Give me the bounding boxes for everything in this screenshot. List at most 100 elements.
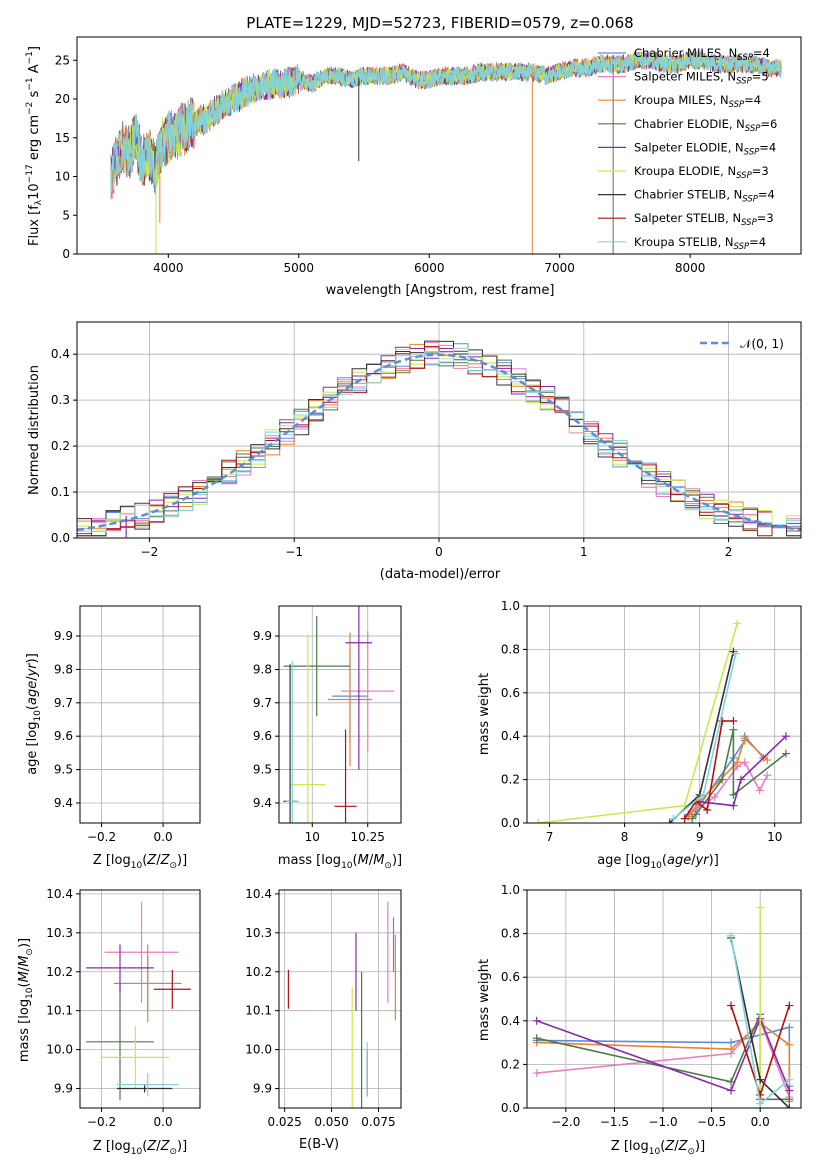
x-tick-label: 6000 — [414, 261, 445, 275]
spectrum-title: PLATE=1229, MJD=52723, FIBERID=0579, z=0… — [246, 14, 633, 32]
y-tick-label: 0.6 — [501, 970, 520, 984]
legend-rest: =4 — [758, 188, 775, 202]
x-tick-label: 10 — [305, 830, 320, 844]
y-tick-label: 20 — [55, 92, 70, 106]
x-tick-label: 7000 — [544, 261, 575, 275]
y-tick-label: 9.9 — [253, 1082, 272, 1096]
legend-label: Salpeter ELODIE, NSSP=4 — [634, 140, 776, 157]
x-tick-label: −1.5 — [600, 1115, 629, 1129]
y-tick-label: 10.2 — [46, 965, 73, 979]
normal-curve — [77, 353, 801, 532]
y-tick-label: 10.4 — [46, 887, 73, 901]
y-tick-label: 9.7 — [253, 696, 272, 710]
legend-sub: SSP — [729, 100, 745, 110]
x-tick-label: 4000 — [153, 261, 184, 275]
legend-sub: SSP — [742, 195, 758, 205]
clipped-marks — [110, 50, 782, 254]
weight-vs-age-plot-area: 7 8 9 10 0.0 0.2 0.4 0.6 0.8 1.0 — [501, 599, 802, 844]
y-tick-label: 0.4 — [501, 729, 520, 743]
weight-series-line — [536, 1019, 791, 1098]
legend-label: Kroupa ELODIE, NSSP=3 — [634, 164, 769, 181]
age-vs-mass-panel: 10 10.25 9.4 9.5 9.6 9.7 9.8 9.9 mass [log10(M/… — [253, 605, 402, 871]
spectrum-panel: PLATE=1229, MJD=52723, FIBERID=0579, z=0… — [25, 14, 802, 298]
legend-label: Chabrier ELODIE, NSSP=6 — [634, 117, 777, 134]
legend-sub: SSP — [745, 124, 761, 134]
y-tick-label: 10.1 — [245, 1004, 272, 1018]
y-tick-label: 0.2 — [501, 773, 520, 787]
age-vs-mass-plot-area: 10 10.25 9.4 9.5 9.6 9.7 9.8 9.9 — [253, 605, 402, 844]
legend-sub: SSP — [736, 171, 752, 181]
legend-rest: =5 — [752, 70, 769, 84]
x-tick-label: 8 — [621, 830, 629, 844]
mass-vs-z-xlabel: Z [log10(Z/Z⊙)] — [93, 1139, 187, 1157]
legend-rest: =4 — [744, 93, 761, 107]
y-tick-label: 1.0 — [501, 599, 520, 613]
x-tick-label: 0.0 — [751, 1115, 770, 1129]
age-vs-z-ylabel: age [log10(age/yr)] — [25, 653, 43, 775]
y-tick-label: 9.9 — [54, 629, 73, 643]
x-tick-label: −0.2 — [87, 830, 116, 844]
clipped-marks — [532, 903, 794, 1108]
y-tick-label: 9.6 — [54, 729, 73, 743]
legend-rest: =3 — [752, 164, 769, 178]
y-tick-label: 9.4 — [253, 796, 272, 810]
legend-label: Kroupa STELIB, NSSP=4 — [634, 235, 766, 252]
axes-frame — [526, 605, 802, 824]
weight-vs-z-xlabel: Z [log10(Z/Z⊙)] — [611, 1139, 705, 1157]
y-tick-label: 0.0 — [501, 816, 520, 830]
legend-sub: SSP — [734, 242, 750, 252]
x-tick-label: 0.025 — [267, 1115, 301, 1129]
x-tick-label: 0 — [435, 545, 443, 559]
mass-vs-ebv-xlabel: E(B-V) — [299, 1137, 339, 1152]
spectrum-ylabel: Flux [fλ10−17 erg cm−2 s−1 A−1] — [25, 46, 44, 246]
y-tick-label: 9.7 — [54, 696, 73, 710]
y-tick-label: 0.0 — [501, 1101, 520, 1115]
y-tick-label: 5 — [62, 208, 70, 222]
clipped-marks — [283, 606, 395, 823]
mass-vs-ebv-panel: 0.025 0.050 0.075 9.9 10.0 10.1 10.2 10.3 10.4 E… — [245, 887, 402, 1152]
weight-series-line — [691, 761, 768, 813]
x-tick-label: 7 — [546, 830, 554, 844]
spectrum-xlabel: wavelength [Angstrom, rest frame] — [326, 283, 555, 298]
x-tick-label: 10.25 — [351, 830, 385, 844]
y-tick-label: 0.8 — [501, 642, 520, 656]
legend-label: Salpeter MILES, NSSP=5 — [634, 70, 769, 87]
x-tick-label: 1 — [580, 545, 588, 559]
y-tick-label: 0.8 — [501, 927, 520, 941]
age-vs-mass-xlabel: mass [log10(M/M⊙)] — [278, 853, 402, 871]
residual-ylabel: Normed distribution — [27, 365, 42, 495]
clipped-marks — [77, 340, 801, 537]
clipped-marks — [287, 901, 396, 1108]
x-tick-label: −0.2 — [87, 1115, 116, 1129]
x-tick-label: −2 — [141, 545, 159, 559]
y-tick-label: 9.5 — [54, 763, 73, 777]
residual-panel: −2 −1 0 1 2 0.0 0.1 0.2 0.3 0.4 (data-model)/erro… — [27, 321, 802, 582]
y-tick-label: 0.2 — [51, 439, 70, 453]
mass-vs-z-plot-area: −0.2 0.0 9.9 10.0 10.1 10.2 10.3 10.4 — [46, 887, 201, 1129]
weight-series-line — [695, 735, 787, 807]
y-tick-label: 10.1 — [46, 1004, 73, 1018]
mass-vs-z-ylabel: mass [log10(M/M⊙)] — [17, 938, 35, 1062]
y-tick-label: 0.4 — [501, 1014, 520, 1028]
weight-vs-age-ylabel: mass weight — [477, 673, 492, 755]
y-tick-label: 15 — [55, 131, 70, 145]
weight-series-line — [536, 1016, 791, 1092]
x-tick-label: 0.050 — [314, 1115, 348, 1129]
legend-sub: SSP — [737, 53, 753, 63]
legend-sub: SSP — [744, 147, 760, 157]
weight-vs-z-ylabel: mass weight — [477, 959, 492, 1041]
weight-series-line — [691, 729, 787, 820]
y-tick-label: 9.8 — [54, 662, 73, 676]
clipped-marks — [534, 619, 790, 823]
axes-frame — [79, 605, 201, 824]
x-tick-label: −1 — [285, 545, 303, 559]
y-tick-label: 0.0 — [51, 531, 70, 545]
y-tick-label: 25 — [55, 53, 70, 67]
x-tick-label: 0.075 — [361, 1115, 395, 1129]
y-tick-label: 9.8 — [253, 662, 272, 676]
y-tick-label: 0.2 — [501, 1057, 520, 1071]
residual-xlabel: (data-model)/error — [380, 567, 501, 582]
y-tick-label: 10.3 — [245, 926, 272, 940]
y-tick-label: 9.5 — [253, 763, 272, 777]
